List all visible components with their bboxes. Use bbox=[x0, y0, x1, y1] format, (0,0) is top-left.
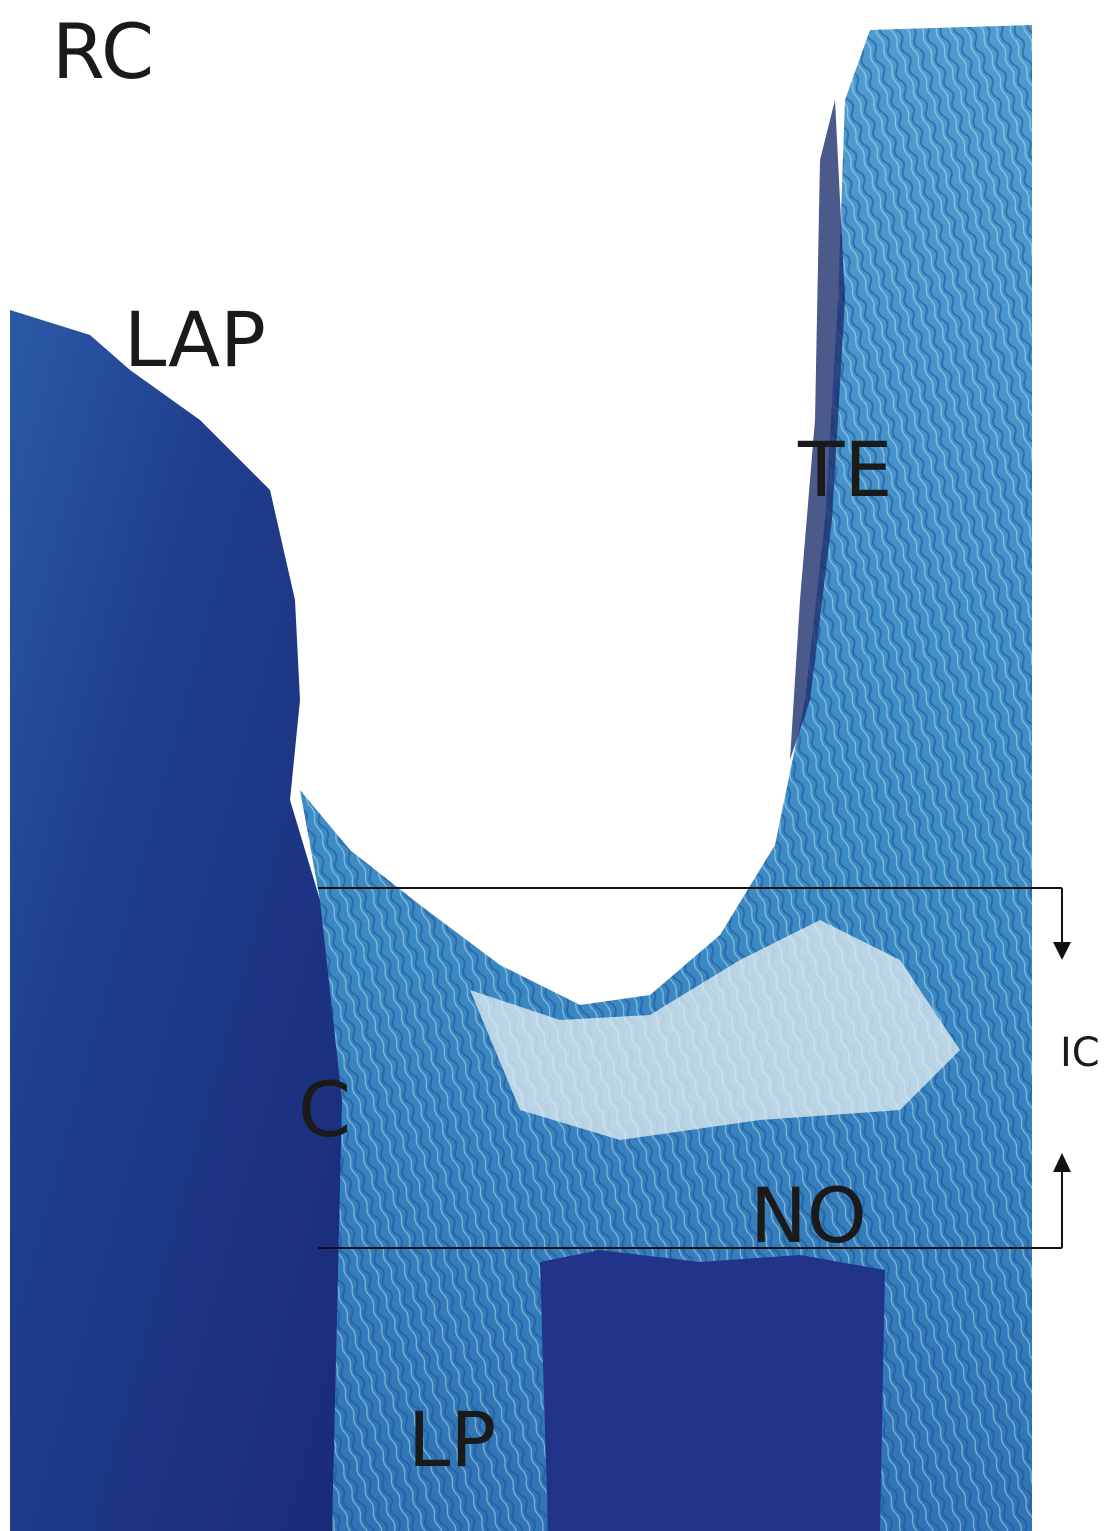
up-arrow-head bbox=[1053, 1153, 1071, 1172]
edge-strand bbox=[790, 100, 845, 760]
label-ic: IC bbox=[1060, 1030, 1100, 1076]
label-c: C bbox=[298, 1065, 351, 1154]
label-no: NO bbox=[750, 1171, 867, 1260]
label-lap: LAP bbox=[124, 295, 266, 384]
bone-mass bbox=[10, 310, 342, 1531]
loose-tissue bbox=[470, 920, 960, 1140]
label-lp: LP bbox=[408, 1395, 496, 1484]
label-rc: RC bbox=[52, 7, 154, 96]
interval-marker bbox=[318, 887, 1063, 1249]
fiber-texture bbox=[300, 25, 1032, 1531]
label-te: TE bbox=[797, 425, 892, 514]
lower-bone bbox=[540, 1250, 885, 1531]
down-arrow-head bbox=[1053, 942, 1071, 960]
